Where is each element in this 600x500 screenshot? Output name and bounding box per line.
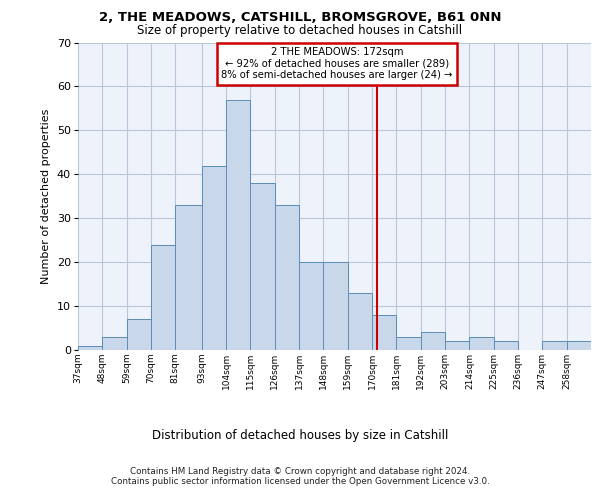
Bar [275, 205, 299, 350]
Bar [421, 332, 445, 350]
Text: 2, THE MEADOWS, CATSHILL, BROMSGROVE, B61 0NN: 2, THE MEADOWS, CATSHILL, BROMSGROVE, B6… [99, 11, 501, 24]
Bar [494, 341, 518, 350]
Bar [348, 293, 372, 350]
Bar [372, 315, 397, 350]
Text: 2 THE MEADOWS: 172sqm
← 92% of detached houses are smaller (289)
8% of semi-deta: 2 THE MEADOWS: 172sqm ← 92% of detached … [221, 47, 453, 80]
Bar [78, 346, 103, 350]
Text: Contains public sector information licensed under the Open Government Licence v3: Contains public sector information licen… [110, 477, 490, 486]
Bar [127, 320, 151, 350]
Bar [299, 262, 323, 350]
Bar [175, 205, 202, 350]
Y-axis label: Number of detached properties: Number of detached properties [41, 108, 52, 284]
Bar [542, 341, 566, 350]
Bar [566, 341, 591, 350]
Bar [226, 100, 250, 350]
Bar [323, 262, 348, 350]
Bar [445, 341, 469, 350]
Bar [469, 337, 494, 350]
Text: Contains HM Land Registry data © Crown copyright and database right 2024.: Contains HM Land Registry data © Crown c… [130, 467, 470, 476]
Bar [103, 337, 127, 350]
Text: Size of property relative to detached houses in Catshill: Size of property relative to detached ho… [137, 24, 463, 37]
Text: Distribution of detached houses by size in Catshill: Distribution of detached houses by size … [152, 430, 448, 442]
Bar [397, 337, 421, 350]
Bar [250, 183, 275, 350]
Bar [202, 166, 226, 350]
Bar [151, 244, 175, 350]
